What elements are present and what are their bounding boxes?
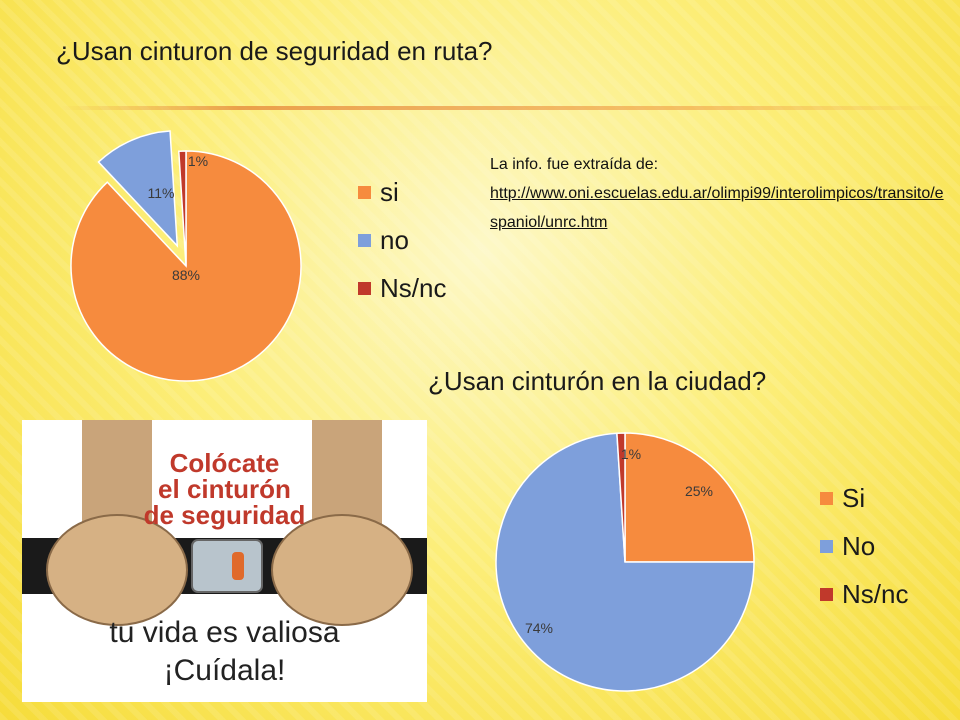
legend-item-ns-nc: Ns/nc [358,264,446,312]
chart-title-city: ¿Usan cinturón en la ciudad? [428,366,767,396]
legend-swatch [358,281,371,295]
legend-swatch [820,539,833,553]
pie-slice-no [495,432,755,692]
legend-item-si: Si [820,474,908,522]
data-label-ns-nc: 1% [621,446,641,462]
poster-line-1: Colócate [169,448,280,478]
legend-label: No [842,530,876,561]
poster-line-5: ¡Cuídala! [163,654,286,687]
legend-swatch [820,491,833,505]
pie-slice-ns-nc [616,432,626,563]
legend-label: si [380,176,399,207]
legend-swatch [358,233,371,247]
poster-line-3: de seguridad [143,500,306,530]
pie-slice-ns-nc [177,150,187,267]
legend-swatch [358,185,371,199]
data-label-ns-nc: 1% [188,153,208,169]
legend-label: no [380,224,409,255]
legend-label: Ns/nc [380,272,447,303]
source-link[interactable]: http://www.oni.escuelas.edu.ar/olimpi99/… [490,185,944,231]
pie-chart-city: 25% 74% 1% [495,432,755,692]
legend-swatch [820,587,833,601]
legend-label: Si [842,482,866,513]
source-note: La info. fue extraída de: http://www.oni… [490,150,950,237]
seatbelt-poster: Colócate el cinturón de seguridad tu vid… [22,420,427,702]
source-label: La info. fue extraída de: [490,156,659,173]
legend-item-no: no [358,216,446,264]
legend-item-ns-nc: Ns/nc [820,570,908,618]
legend-label: Ns/nc [842,578,909,609]
poster-line-2: el cinturón [158,474,291,504]
data-label-no: 74% [525,620,553,636]
legend-item-no: No [820,522,908,570]
poster-illustration [22,420,427,626]
data-label-si: 25% [685,483,713,499]
chart-title-route: ¿Usan cinturon de seguridad en ruta? [56,36,493,66]
pie-slice-no [97,130,179,248]
title-divider [60,106,960,110]
legend-route: si no Ns/nc [358,168,446,312]
legend-item-si: si [358,168,446,216]
data-label-si: 88% [172,267,200,283]
data-label-no: 11% [148,185,175,201]
pie-slice-si [624,432,755,563]
poster-line-4: tu vida es valiosa [109,616,340,649]
pie-chart-route: 88% 11% 1% [70,130,302,382]
legend-city: Si No Ns/nc [820,474,908,618]
